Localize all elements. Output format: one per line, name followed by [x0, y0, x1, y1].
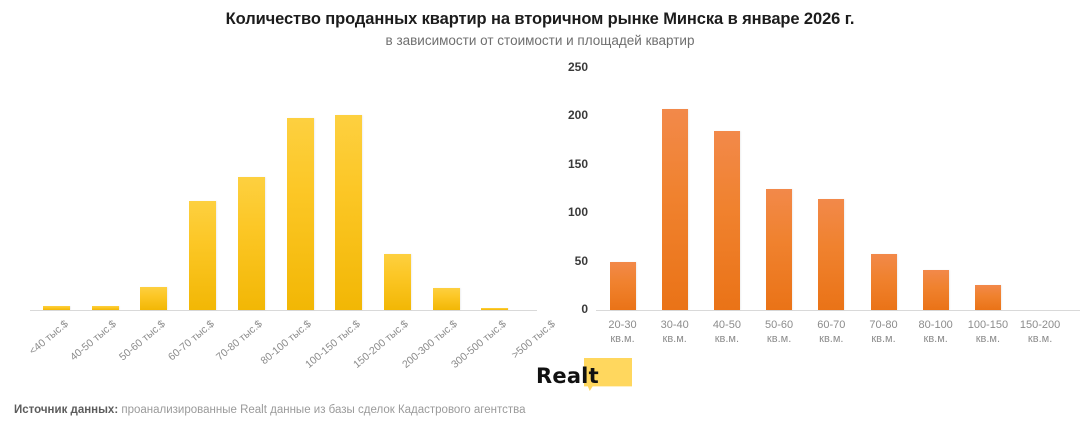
logo-text: Realt — [536, 364, 599, 388]
x-axis-tick-label-range: 30-40 — [660, 319, 689, 331]
x-axis-tick-label: 70-80 кв.м. — [854, 318, 914, 346]
bar[interactable] — [286, 117, 314, 310]
y-axis-tick-label: 250 — [567, 59, 588, 74]
x-axis-tick-label: 50-60 кв.м. — [749, 318, 809, 346]
chart-header: Количество проданных квартир на вторично… — [0, 0, 1080, 50]
x-axis-tick-label-range: 80-100 — [918, 319, 953, 331]
source-note-label: Источник данных: — [14, 404, 119, 416]
x-axis-tick-label-range: 40-50 — [712, 319, 741, 331]
bar[interactable] — [922, 270, 949, 310]
x-axis-tick-label: 100-150 кв.м. — [958, 318, 1018, 346]
bar[interactable] — [870, 253, 897, 310]
x-axis-tick-label-range: 50-60 — [765, 319, 794, 331]
plot-area-price: <40 тыс.$ 40-50 тыс.$ 50-60 тыс.$ 60-70 тыс… — [0, 52, 557, 382]
x-axis-tick-label-range: 150-200 — [1019, 319, 1061, 331]
x-axis-tick-label-range: 60-70 — [817, 319, 846, 331]
logo-badge-shape — [584, 358, 632, 391]
x-axis-tick-label-range: 70-80 — [869, 319, 898, 331]
bar[interactable] — [481, 308, 509, 310]
y-axis-tick-label: 200 — [567, 108, 588, 122]
x-axis-tick-label-range: 100-150 — [967, 319, 1009, 331]
bar[interactable] — [383, 253, 411, 310]
page-title: Количество проданных квартир на вторично… — [225, 10, 855, 28]
x-axis-tick-label-unit: кв.м. — [871, 333, 896, 345]
x-axis-tick-label: 80-100 кв.м. — [906, 318, 966, 346]
bar[interactable] — [818, 199, 845, 310]
bar[interactable] — [974, 284, 1001, 310]
x-axis-tick-label: 40-50 кв.м. — [697, 318, 757, 346]
y-axis-tick-label: 0 — [581, 302, 588, 316]
bar[interactable] — [189, 201, 217, 310]
x-axis-tick-label-unit: кв.м. — [714, 333, 740, 345]
bar[interactable] — [140, 286, 168, 310]
x-axis-tick-label-unit: кв.м. — [1027, 333, 1053, 345]
x-axis-tick-label-unit: кв.м. — [766, 333, 792, 345]
x-axis-tick-label: 150-200 кв.м. — [1010, 318, 1070, 346]
bar[interactable] — [43, 306, 70, 310]
bar[interactable] — [609, 261, 636, 310]
x-axis-line — [30, 310, 537, 311]
x-axis-tick-label-unit: кв.м. — [923, 333, 948, 345]
source-note: Источник данных: проанализированные Real… — [14, 404, 525, 416]
y-axis-tick-label: 50 — [574, 253, 588, 268]
x-axis-line — [596, 310, 1080, 311]
bar[interactable] — [766, 188, 793, 310]
chart-panel-area: 0 50 100 150 200 250 20-30 кв.м. 30-40 кв.м. 40-50… — [540, 52, 1080, 382]
plot-area-area: 0 50 100 150 200 250 20-30 кв.м. 30-40 кв.м. 40-50… — [540, 52, 1080, 382]
bar[interactable] — [335, 115, 363, 310]
source-note-text: проанализированные Realt данные из базы … — [118, 404, 526, 416]
bar[interactable] — [91, 306, 119, 310]
bar[interactable] — [432, 287, 460, 310]
page-subtitle: в зависимости от стоимости и площадей кв… — [385, 33, 695, 48]
x-axis-tick-label-range: 20-30 — [608, 319, 637, 331]
x-axis-tick-label: 30-40 кв.м. — [645, 318, 705, 346]
y-axis-tick-label: 100 — [567, 205, 588, 219]
x-axis-tick-label-unit: кв.м. — [819, 333, 844, 345]
x-axis-tick-label: 60-70 кв.м. — [801, 318, 861, 346]
bar[interactable] — [237, 177, 265, 310]
realt-logo: Realt — [536, 356, 632, 396]
y-axis-tick-label: 150 — [567, 156, 588, 171]
chart-panel-price: <40 тыс.$ 40-50 тыс.$ 50-60 тыс.$ 60-70 тыс… — [0, 52, 557, 382]
x-axis-tick-label: 20-30 кв.м. — [593, 318, 653, 346]
bar[interactable] — [713, 130, 740, 310]
x-axis-tick-label-unit: кв.м. — [610, 333, 635, 345]
x-axis-tick-label-unit: кв.м. — [975, 333, 1001, 345]
bar[interactable] — [661, 109, 688, 310]
x-axis-tick-label-unit: кв.м. — [662, 333, 687, 345]
